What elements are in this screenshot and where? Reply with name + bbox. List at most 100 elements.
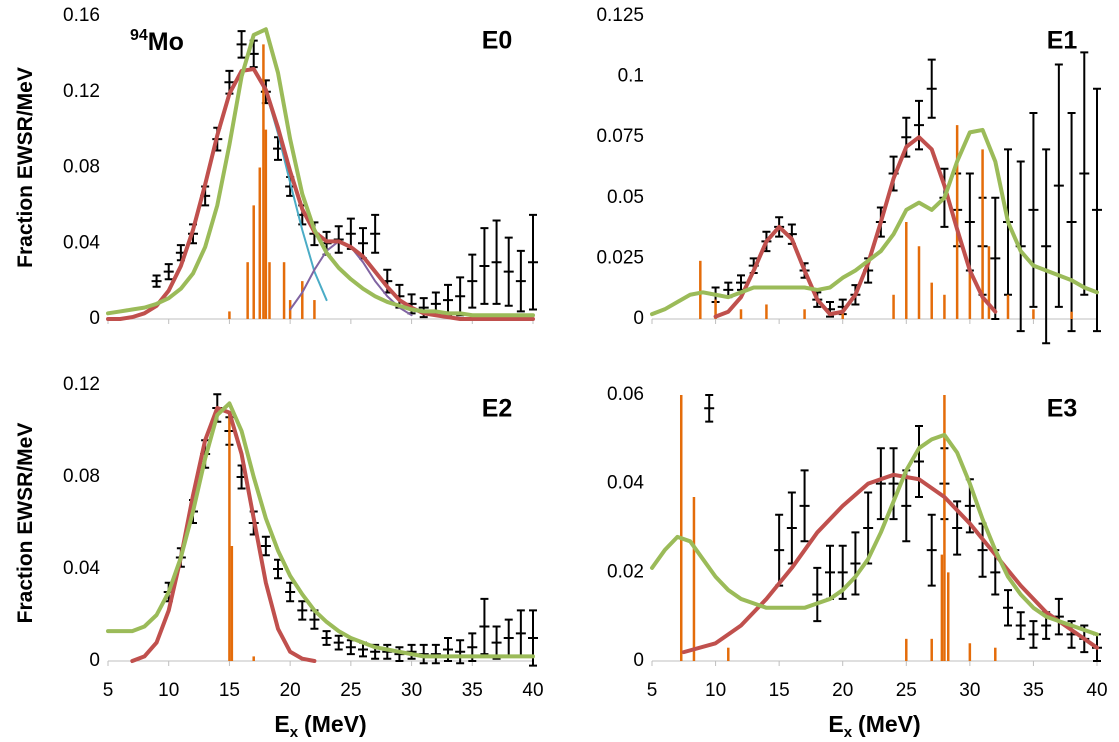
x-tick-label: 35	[462, 680, 483, 701]
error-point	[1015, 611, 1026, 640]
panel-label: E1	[1047, 27, 1078, 55]
error-point	[528, 609, 538, 667]
y-tick-label: 0.02	[607, 561, 644, 582]
error-point	[358, 227, 368, 260]
error-point	[455, 276, 466, 317]
error-point	[370, 213, 381, 254]
x-tick-label: 10	[705, 680, 726, 701]
error-point	[418, 643, 429, 665]
error-point	[837, 544, 848, 600]
mass-number: 94	[130, 27, 148, 44]
error-point	[467, 253, 478, 309]
panel: 0 0.04 0.08 0.12 5 10 15 20 25 30 35 40 E2 Fraction E…	[14, 374, 544, 741]
curve	[106, 27, 535, 318]
error-point	[990, 549, 1001, 596]
error-point	[1053, 63, 1064, 308]
curve	[650, 127, 1099, 317]
panel: 0 0.04 0.08 0.12 0.16 E0 94Mo Fraction EWSR/MeV	[14, 5, 538, 329]
x-tick-label: 35	[1023, 680, 1044, 701]
panel-label: E0	[482, 27, 513, 55]
y-tick-label: 0.08	[63, 157, 100, 178]
error-point	[1041, 611, 1052, 640]
error-point	[333, 634, 344, 651]
error-point	[515, 609, 526, 658]
error-point	[926, 58, 937, 119]
x-tick-label: 10	[158, 680, 179, 701]
x-axis-label: Ex (MeV)	[828, 711, 920, 741]
error-point	[467, 632, 478, 662]
y-tick-label: 0	[89, 650, 100, 671]
error-point	[443, 637, 453, 662]
error-point	[297, 204, 308, 226]
x-tick-label: 40	[1086, 680, 1107, 701]
y-tick-label: 0.06	[607, 384, 644, 405]
error-point	[358, 641, 368, 658]
element: Mo	[148, 28, 184, 56]
error-point	[345, 639, 356, 656]
error-point	[1079, 51, 1090, 296]
y-tick-label: 0.1	[618, 66, 644, 87]
error-point	[479, 597, 490, 656]
curve	[713, 135, 998, 319]
y-tick-label: 0.04	[63, 558, 100, 579]
panel-label: E3	[1047, 395, 1078, 423]
y-tick-label: 0.16	[63, 5, 100, 26]
error-point	[1028, 620, 1039, 649]
error-point	[926, 513, 937, 587]
panel: 0 0.02 0.04 0.06 5 10 15 20 25 30 35 40 E3 Ex (MeV)	[607, 384, 1108, 741]
error-point	[236, 30, 247, 59]
error-point	[774, 513, 785, 587]
error-point	[297, 600, 308, 621]
error-point	[455, 639, 466, 665]
x-tick-label: 5	[103, 680, 114, 701]
y-tick-label: 0.04	[607, 473, 644, 494]
x-tick-label: 20	[832, 680, 853, 701]
error-point	[479, 227, 490, 305]
x-tick-label: 20	[280, 680, 301, 701]
error-point	[723, 281, 734, 299]
error-point	[863, 257, 874, 284]
x-label-unit: (MeV)	[858, 711, 921, 737]
curve	[106, 401, 535, 659]
x-label-sub: x	[290, 724, 299, 741]
y-axis-label: Fraction EWSR/MeV	[14, 67, 37, 268]
error-point	[1041, 148, 1052, 345]
error-point	[528, 213, 538, 311]
x-tick-label: 5	[647, 680, 658, 701]
x-tick-label: 30	[401, 680, 422, 701]
curve	[106, 67, 535, 321]
error-point	[163, 263, 174, 281]
error-point	[990, 196, 1001, 320]
error-point	[151, 274, 162, 288]
error-point	[321, 630, 332, 646]
x-label-main: E	[828, 711, 843, 737]
error-point	[1066, 111, 1077, 333]
error-point	[1003, 589, 1013, 627]
x-label-main: E	[274, 711, 289, 737]
x-tick-label: 15	[219, 680, 240, 701]
curve	[650, 432, 1099, 637]
error-point	[345, 217, 356, 250]
error-point	[285, 581, 296, 603]
error-point	[406, 293, 417, 315]
error-point	[1028, 111, 1039, 308]
y-tick-label: 0.125	[596, 5, 644, 26]
error-point	[964, 478, 975, 534]
x-axis-label: Ex (MeV)	[274, 711, 366, 741]
x-tick-label: 15	[769, 680, 790, 701]
error-point	[1092, 87, 1102, 333]
x-tick-label: 40	[522, 680, 543, 701]
error-point	[850, 531, 861, 596]
error-point	[430, 643, 441, 665]
error-point	[952, 500, 963, 556]
error-point	[515, 249, 526, 313]
y-tick-label: 0.12	[63, 81, 100, 102]
error-point	[406, 643, 417, 660]
error-point	[901, 469, 912, 543]
error-point	[704, 394, 715, 423]
panel: 0 0.025 0.05 0.075 0.1 0.125 E1	[596, 5, 1102, 345]
error-point	[248, 39, 259, 69]
error-point	[200, 185, 211, 207]
nucleus-label: 94Mo	[130, 27, 184, 56]
